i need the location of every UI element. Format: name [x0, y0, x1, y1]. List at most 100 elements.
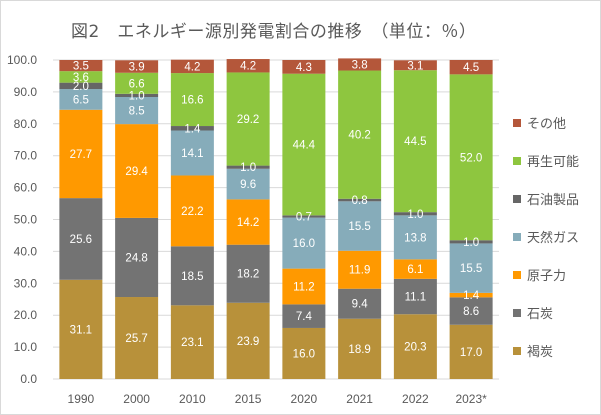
- bar-segment: [170, 130, 214, 176]
- bar-segment: [338, 198, 382, 202]
- data-label: 3.6: [73, 72, 89, 84]
- bar-segment: [393, 278, 437, 315]
- data-label: 1.4: [463, 290, 480, 302]
- data-label: 18.2: [237, 269, 259, 281]
- bar-segment: [393, 212, 437, 216]
- x-tick-label: 2010: [179, 392, 206, 406]
- data-label: 16.6: [181, 95, 203, 107]
- data-label: 27.7: [70, 149, 92, 161]
- data-label: 17.0: [460, 347, 482, 359]
- data-label: 0.7: [296, 211, 312, 223]
- bar-segment: [115, 72, 159, 94]
- data-label: 44.5: [404, 136, 426, 148]
- bar-segment: [115, 297, 159, 379]
- data-label: 1.0: [129, 90, 145, 102]
- bar-segment: [449, 240, 493, 244]
- data-label: 11.2: [293, 281, 315, 293]
- bar-segment: [170, 175, 214, 247]
- data-label: 29.4: [125, 166, 148, 178]
- bar-segment: [282, 268, 326, 305]
- legend-swatch: [513, 157, 521, 165]
- bar-segment: [338, 288, 382, 319]
- data-label: 3.8: [352, 59, 368, 71]
- data-label: 1.4: [184, 123, 201, 135]
- legend-label: 石油製品: [527, 193, 579, 208]
- data-label: 23.1: [181, 337, 203, 349]
- bar-segment: [115, 60, 159, 73]
- bar-segment: [449, 74, 493, 241]
- data-label: 18.5: [181, 271, 203, 283]
- bar-segment: [282, 215, 326, 218]
- bar-segment: [393, 60, 437, 71]
- data-label: 25.7: [125, 333, 147, 345]
- data-label: 6.5: [73, 94, 89, 106]
- y-tick-label: 30.0: [14, 276, 38, 290]
- bar-segment: [226, 302, 270, 379]
- data-label: 40.2: [348, 130, 370, 142]
- legend-label: 石炭: [527, 307, 553, 322]
- bar-segment: [170, 305, 214, 379]
- data-label: 9.4: [352, 299, 369, 311]
- data-labels: 31.1 25.6 27.7 6.52.03.63.5 25.7 24.8 29.4 8.5 1…: [70, 59, 483, 360]
- data-label: 14.1: [181, 148, 203, 160]
- data-label: 3.5: [73, 61, 89, 73]
- bar-stacks: [59, 58, 493, 379]
- bar-segment: [115, 93, 159, 98]
- y-axis-tick-labels: 0.0 10.0 20.0 30.0 40.0 50.0 60.0 70.0 80.0 90.0 1…: [7, 53, 37, 386]
- y-tick-label: 90.0: [14, 85, 38, 99]
- bar-segment: [226, 165, 270, 169]
- data-label: 1.0: [463, 237, 479, 249]
- data-label: 20.3: [404, 342, 426, 354]
- bar-segment: [59, 109, 103, 199]
- x-tick-label: 2023*: [455, 392, 487, 406]
- data-label: 8.6: [463, 306, 479, 318]
- data-label: 1.0: [407, 209, 423, 221]
- data-label: 31.1: [70, 324, 92, 336]
- bar-segment: [338, 58, 382, 71]
- data-label: 15.5: [460, 263, 482, 275]
- bar-segment: [115, 124, 159, 218]
- bar-segment: [226, 244, 270, 303]
- bar-segment: [226, 59, 270, 73]
- data-label: 4.3: [296, 62, 312, 74]
- data-label: 52.0: [460, 152, 482, 164]
- data-label: 4.2: [240, 61, 256, 73]
- data-label: 3.1: [407, 60, 423, 72]
- chart-title: 図2 エネルギー源別発電割合の推移 （単位：％）: [71, 22, 477, 42]
- y-tick-label: 60.0: [14, 181, 38, 195]
- bar-segment: [282, 60, 326, 74]
- y-tick-label: 50.0: [14, 213, 38, 227]
- bar-segment: [170, 59, 214, 74]
- bar-segment: [393, 215, 437, 260]
- data-label: 3.9: [129, 62, 145, 74]
- data-label: 14.2: [237, 217, 259, 229]
- data-label: 4.5: [463, 62, 479, 74]
- legend-label: 原子力: [527, 269, 566, 284]
- bar-segment: [59, 198, 103, 280]
- x-axis-tick-labels: 1990 2000 2010 2015 2020 2021 2022 2023*: [68, 392, 488, 406]
- data-label: 4.2: [184, 61, 200, 73]
- data-label: 6.1: [407, 264, 423, 276]
- bar-segment: [338, 201, 382, 251]
- y-tick-label: 20.0: [14, 308, 38, 322]
- bar-segment: [59, 71, 103, 83]
- legend-swatch: [513, 347, 521, 355]
- legend-swatch: [513, 119, 521, 127]
- data-label: 16.0: [293, 348, 315, 360]
- data-label: 0.8: [352, 195, 368, 207]
- bar-segment: [449, 324, 493, 379]
- data-label: 22.2: [181, 206, 203, 218]
- x-tick-label: 2015: [235, 392, 262, 406]
- bar-segment: [282, 217, 326, 269]
- bar-segment: [226, 199, 270, 245]
- bar-segment: [282, 73, 326, 216]
- x-tick-label: 2020: [291, 392, 318, 406]
- data-label: 11.1: [405, 292, 427, 304]
- bar-segment: [449, 60, 493, 75]
- bar-segment: [115, 97, 159, 125]
- legend-swatch: [513, 309, 521, 317]
- bar-segment: [226, 168, 270, 200]
- y-tick-label: 70.0: [14, 149, 38, 163]
- y-tick-label: 10.0: [14, 340, 38, 354]
